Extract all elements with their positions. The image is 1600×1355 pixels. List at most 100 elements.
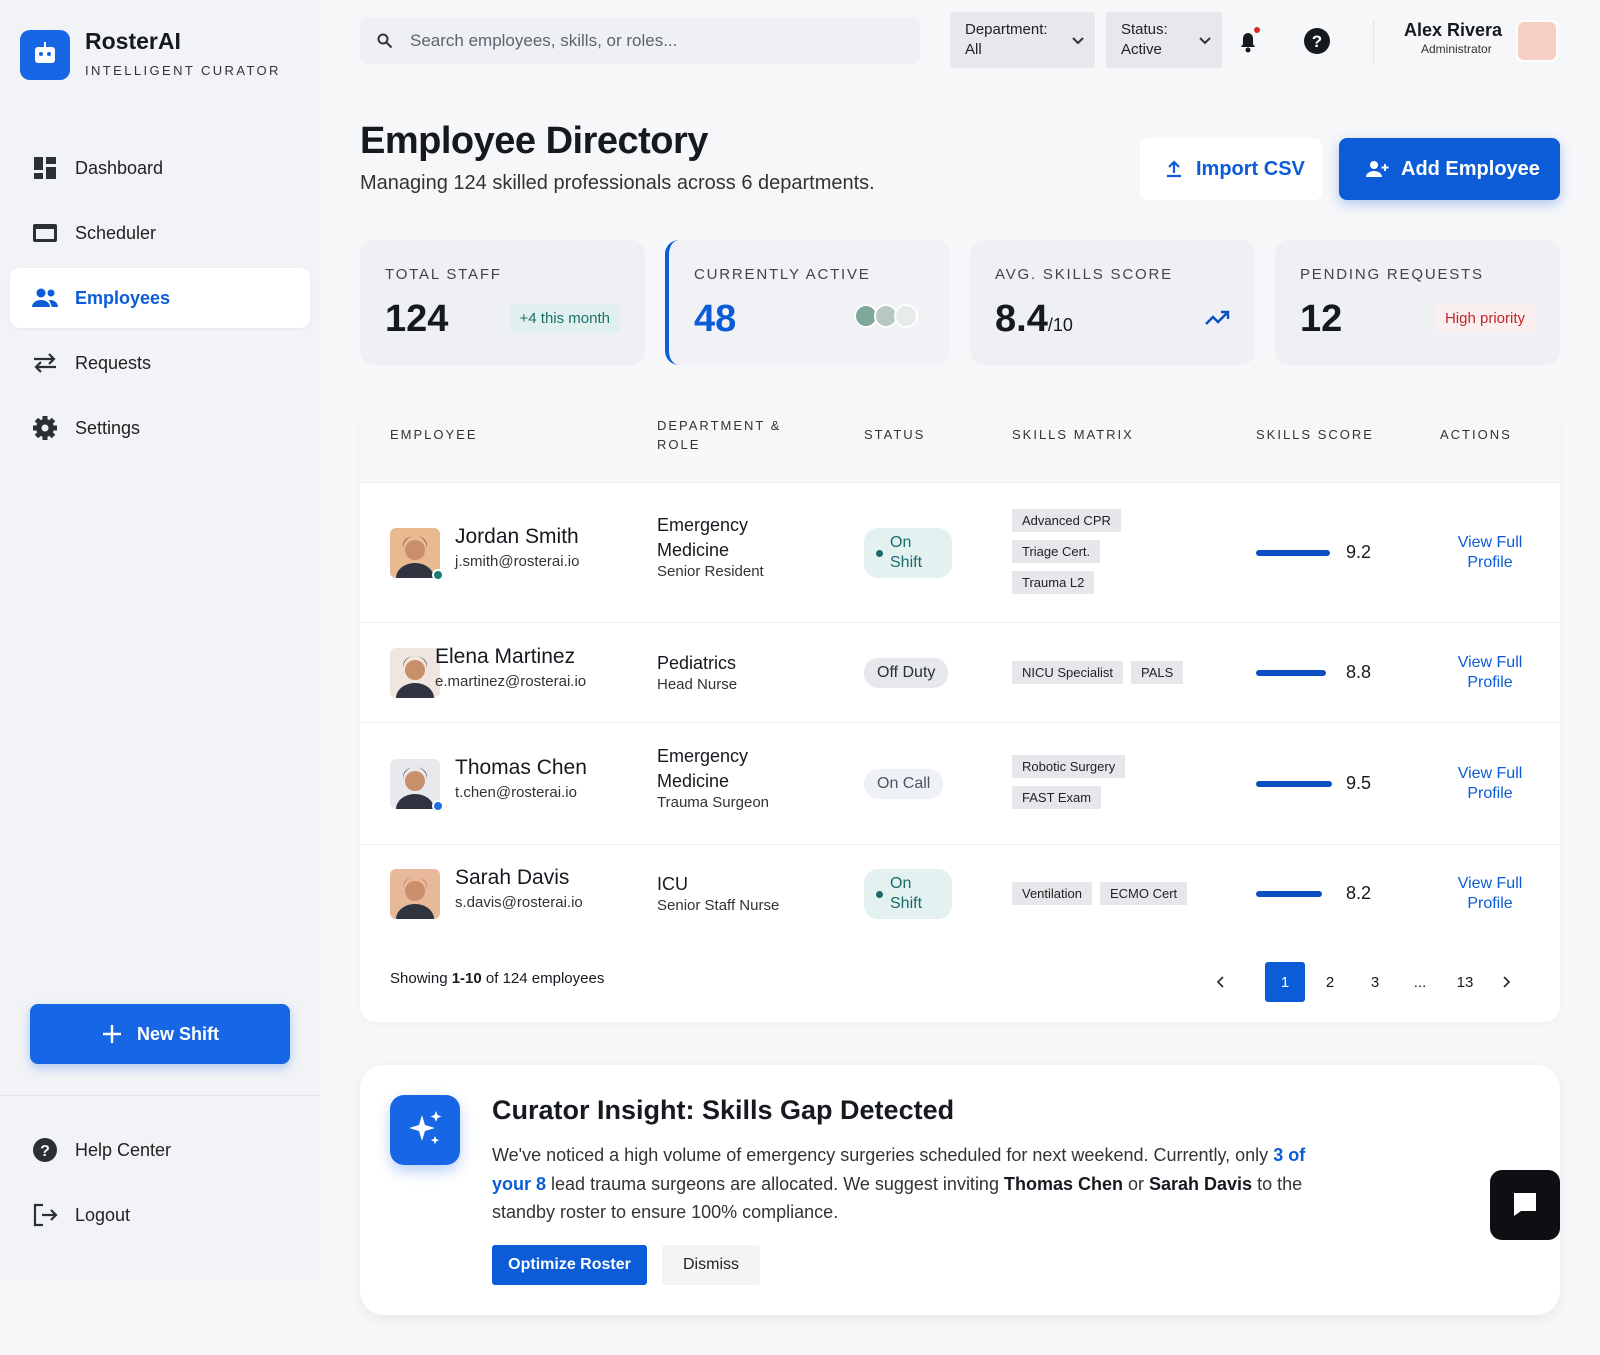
add-employee-label: Add Employee: [1401, 157, 1540, 180]
icon: [32, 350, 58, 381]
status-badge: On Call: [864, 769, 944, 799]
page-button[interactable]: 2: [1325, 973, 1335, 991]
user-name: Alex Rivera: [1404, 20, 1503, 40]
skill-chip: ECMO Cert: [1100, 882, 1188, 905]
stat-number: 48: [694, 298, 737, 340]
icon-graphic: [33, 224, 57, 242]
view-profile-link[interactable]: View Full Profile: [1457, 654, 1523, 691]
brand-logo: [20, 30, 70, 80]
nav-item[interactable]: Employees: [10, 268, 310, 328]
icon: [1493, 969, 1519, 1000]
table-header: EMPLOYEE DEPARTMENT & ROLE STATUS SKILLS MA…: [360, 405, 1560, 482]
skills: NICU Specialist PALS: [1012, 661, 1242, 684]
employee-email: j.smith@rosterai.io: [455, 553, 580, 570]
employee-name: Elena Martinez: [435, 645, 576, 668]
department-role: ICU Senior Staff Nurse: [657, 872, 807, 914]
import-csv-button[interactable]: Import CSV: [1140, 138, 1322, 200]
icon: [1208, 969, 1234, 1000]
icon-graphic: [33, 416, 57, 440]
user-avatar[interactable]: [1516, 20, 1558, 62]
icon: [32, 155, 58, 186]
avatar-image: [396, 877, 434, 919]
page-button[interactable]: 13: [1456, 973, 1474, 991]
department: ICU: [657, 874, 688, 894]
svg-text:?: ?: [1312, 32, 1322, 51]
role: Senior Resident: [657, 563, 764, 580]
help-icon[interactable]: ?: [1303, 27, 1331, 55]
status-dot: [876, 550, 883, 557]
stat-card: PENDING REQUESTS 12 High priority: [1275, 240, 1560, 365]
search-box[interactable]: Search employees, skills, or roles...: [360, 18, 920, 64]
page-button[interactable]: 3: [1370, 973, 1380, 991]
insight-name: Thomas Chen: [1003, 1173, 1123, 1194]
stat-label: AVG. SKILLS SCORE: [995, 266, 1173, 283]
role: Head Nurse: [657, 676, 738, 693]
optimize-button[interactable]: Optimize Roster: [492, 1245, 647, 1285]
skill-chip: PALS: [1131, 661, 1184, 684]
employee-email: s.davis@rosterai.io: [455, 894, 583, 911]
stat-card: CURRENTLY ACTIVE 48: [665, 240, 950, 365]
optimize-label: Optimize Roster: [508, 1256, 631, 1273]
stat-value: 12: [1300, 298, 1342, 341]
insight-text-part: to the standby roster to ensure 100% com…: [492, 1173, 1303, 1223]
view-profile-link[interactable]: View Full Profile: [1457, 765, 1523, 802]
add-employee-button[interactable]: Add Employee: [1339, 138, 1560, 200]
view-profile-link[interactable]: View Full Profile: [1457, 534, 1523, 571]
insight-highlight: 3 of your 8: [492, 1145, 1306, 1194]
avatar-image: [396, 536, 434, 578]
nav-label: Dashboard: [75, 157, 164, 178]
page-button[interactable]: ...: [1413, 973, 1427, 991]
department-role: Emergency Medicine Trauma Surgeon: [657, 744, 807, 811]
page-subtitle: Managing 124 skilled professionals acros…: [360, 172, 875, 194]
icon-graphic: [34, 353, 56, 373]
stat-number: 8.4: [995, 298, 1048, 340]
view-profile-link[interactable]: View Full Profile: [1457, 875, 1523, 912]
page-button[interactable]: 1: [1265, 962, 1305, 1002]
icon: [1065, 27, 1091, 59]
status-text: On Shift: [890, 875, 923, 912]
header-divider: [1373, 20, 1374, 62]
dismiss-button[interactable]: Dismiss: [662, 1245, 760, 1285]
skills: Advanced CPR Triage Cert. Trauma L2: [1012, 508, 1242, 602]
notification-icon[interactable]: [1234, 26, 1264, 56]
chat-button[interactable]: [1490, 1170, 1560, 1240]
stat-value: 8.4/10: [995, 298, 1073, 341]
search-icon: [377, 33, 393, 49]
add-user-icon: [1366, 161, 1389, 177]
score-bar: [1256, 670, 1327, 676]
score-track: [1256, 781, 1336, 787]
page-title: Employee Directory: [360, 120, 708, 162]
employee-email: e.martinez@rosterai.io: [435, 673, 587, 690]
employee-email: t.chen@rosterai.io: [455, 784, 577, 801]
department: Emergency Medicine: [657, 746, 749, 791]
icon: [1192, 27, 1218, 59]
footer-nav-item[interactable]: ? Help Center: [10, 1120, 310, 1180]
stat-note: +4 this month: [509, 304, 620, 333]
icon-graphic: [32, 288, 59, 307]
footer-nav-item[interactable]: Logout: [10, 1185, 310, 1245]
employee-info: Jordan Smith j.smith@rosterai.io: [455, 525, 579, 570]
summary-text: Showing: [390, 970, 452, 987]
stat-number: 12: [1300, 298, 1343, 340]
nav-item[interactable]: Dashboard: [10, 138, 310, 198]
column-header: DEPARTMENT & ROLE: [657, 418, 782, 452]
filter-dropdown[interactable]: Status: Active: [1106, 12, 1222, 68]
stat-card: TOTAL STAFF 124 +4 this month: [360, 240, 645, 365]
user-role: Administrator: [1421, 42, 1492, 56]
skill-chip: Trauma L2: [1012, 570, 1095, 594]
filter-dropdown[interactable]: Department: All: [950, 12, 1095, 68]
nav-item[interactable]: Requests: [10, 333, 310, 393]
new-shift-button[interactable]: New Shift: [30, 1004, 290, 1064]
nav-item[interactable]: Settings: [10, 398, 310, 458]
nav-label: Employees: [75, 287, 171, 308]
insight-card: Curator Insight: Skills Gap Detected We'…: [360, 1065, 1560, 1315]
insight-text-part: or: [1122, 1173, 1149, 1194]
nav-item[interactable]: Scheduler: [10, 203, 310, 263]
department-role: Pediatrics Head Nurse: [657, 651, 807, 693]
nav-label: Help Center: [75, 1139, 172, 1160]
stat-suffix: /10: [1047, 315, 1073, 335]
table-row: Thomas Chen t.chen@rosterai.io Emergency M…: [360, 722, 1560, 844]
stat-card: AVG. SKILLS SCORE 8.4/10: [970, 240, 1255, 365]
skills: Robotic Surgery FAST Exam: [1012, 755, 1242, 817]
